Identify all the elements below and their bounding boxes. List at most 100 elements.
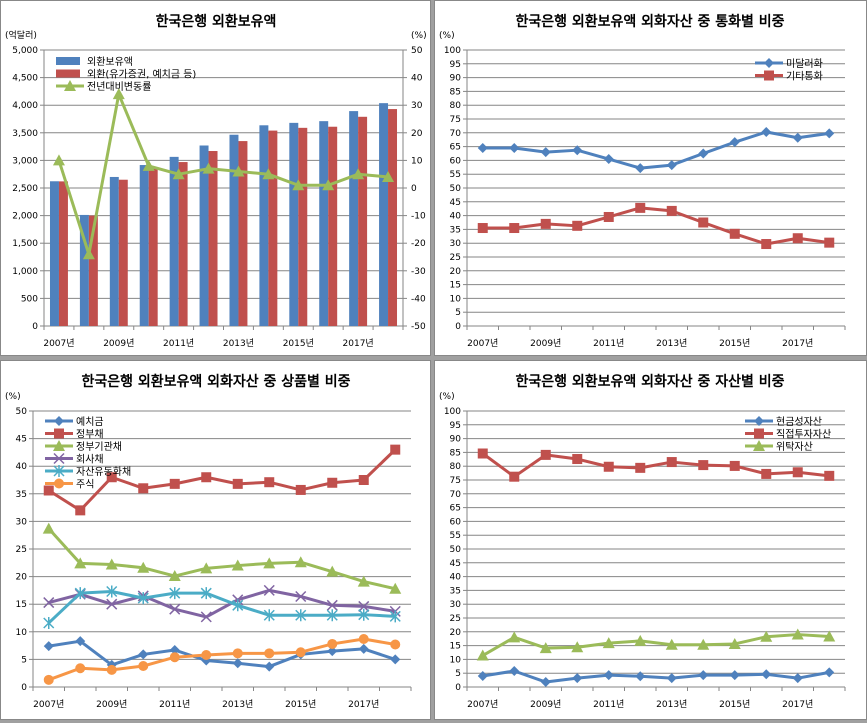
y-tick-label: 90 (450, 435, 462, 445)
data-point (698, 460, 709, 471)
y-axis-unit: (억달러) (5, 29, 37, 41)
data-point (112, 88, 125, 100)
data-point (232, 599, 244, 612)
data-point (138, 661, 149, 672)
data-point (295, 484, 306, 495)
x-tick-label: 2009년 (103, 338, 134, 349)
asset-share-chart: 한국은행 외환보유액 외화자산 중 자산별 비중 (%) 0 5 10 15 20 25 30 3… (439, 373, 846, 710)
legend-marker (53, 440, 65, 451)
data-point (322, 179, 335, 191)
y2-tick-label: 40 (411, 74, 423, 84)
legend-label: 예치금 (76, 416, 104, 428)
y-axis-unit: (%) (5, 392, 21, 402)
data-point (761, 239, 772, 250)
legend-marker (754, 416, 764, 426)
data-point (603, 670, 614, 681)
bar (328, 126, 338, 326)
bar (79, 214, 89, 326)
data-point (169, 652, 180, 663)
data-point (138, 483, 149, 494)
legend-marker (53, 452, 65, 465)
y-tick-label: 1,500 (12, 239, 38, 249)
data-point (572, 145, 583, 156)
data-point (634, 634, 647, 646)
data-point (792, 673, 803, 684)
series-line (48, 637, 396, 682)
y-tick-label: 30 (16, 517, 28, 527)
data-point (75, 636, 86, 647)
data-point (357, 575, 370, 587)
data-point (477, 223, 488, 234)
y-tick-label: 65 (450, 504, 461, 514)
data-point (106, 598, 118, 610)
y-tick-label: 70 (450, 490, 462, 500)
data-point (666, 673, 677, 684)
y-tick-label: 35 (450, 586, 461, 596)
data-point (389, 582, 402, 594)
data-point (294, 556, 307, 568)
data-point (326, 599, 338, 611)
bar (298, 127, 308, 326)
y-tick-label: 40 (450, 212, 462, 222)
chart-panel-asset: 한국은행 외환보유액 외화자산 중 자산별 비중 (%) 0 5 10 15 20 25 30 3… (434, 360, 867, 720)
data-point (74, 557, 87, 569)
y2-tick-label: -20 (411, 239, 426, 249)
y-tick-label: 15 (450, 642, 461, 652)
y-tick-label: 0 (21, 683, 27, 693)
y-tick-label: 0 (455, 322, 461, 332)
data-point (105, 558, 118, 570)
data-point (698, 670, 709, 681)
data-point (698, 217, 709, 228)
data-point (509, 223, 520, 234)
y-tick-label: 0 (455, 683, 461, 693)
data-point (169, 603, 181, 615)
data-point (477, 142, 488, 153)
data-point (824, 237, 835, 248)
series-line (482, 669, 830, 684)
product-share-chart: 한국은행 외환보유액 외화자산 중 상품별 비중 (%) 0 5 10 15 20 25 30 3… (5, 373, 412, 710)
y-tick-label: 50 (450, 184, 462, 194)
data-point (232, 648, 243, 659)
data-point (168, 570, 181, 582)
bar (289, 122, 299, 326)
x-tick-label: 2017년 (343, 338, 374, 349)
data-point (201, 472, 212, 483)
data-point (390, 444, 401, 455)
y2-tick-label: 30 (411, 101, 423, 111)
legend-label: 기타통화 (786, 71, 823, 83)
data-point (729, 460, 740, 471)
legend-label: 회사채 (76, 454, 104, 466)
series-line (482, 130, 830, 170)
data-point (232, 165, 245, 177)
data-point (477, 670, 488, 681)
data-point (509, 471, 520, 482)
legend-swatch (56, 57, 80, 65)
series-line (481, 452, 830, 479)
x-tick-label: 2015년 (285, 699, 316, 710)
data-point (82, 248, 95, 260)
y-tick-label: 50 (16, 407, 28, 417)
data-point (603, 461, 614, 472)
y-tick-label: 55 (450, 531, 461, 541)
data-point (169, 587, 181, 600)
y-tick-label: 75 (450, 115, 461, 125)
data-point (572, 220, 583, 231)
y2-tick-label: -10 (411, 212, 426, 222)
bar (49, 181, 59, 326)
y-tick-label: 5 (21, 655, 27, 665)
y-tick-label: 90 (450, 74, 462, 84)
legend-marker (54, 416, 64, 426)
y-tick-label: 15 (450, 281, 461, 291)
x-tick-label: 2007년 (467, 699, 498, 710)
y-tick-label: 15 (16, 600, 27, 610)
y2-tick-label: -50 (411, 322, 426, 332)
data-point (571, 641, 584, 653)
legend-marker (754, 428, 764, 439)
y2-tick-label: 20 (411, 129, 423, 139)
data-point (295, 609, 307, 622)
data-point (665, 638, 678, 650)
y-tick-label: 70 (450, 129, 462, 139)
data-point (231, 559, 244, 571)
y-tick-label: 20 (450, 267, 462, 277)
bar (109, 176, 119, 326)
